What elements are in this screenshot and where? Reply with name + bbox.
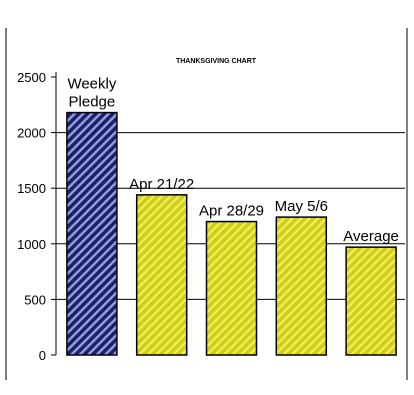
bar-average bbox=[345, 246, 397, 356]
bar-apr-21-22 bbox=[135, 194, 188, 356]
y-tick-label: 1000 bbox=[17, 237, 46, 252]
y-tick-label: 2500 bbox=[17, 70, 46, 85]
bar-label: Pledge bbox=[69, 94, 116, 111]
bar-label: Apr 28/29 bbox=[199, 203, 264, 220]
bar-may-5-6 bbox=[275, 216, 328, 356]
bar-label: Weekly bbox=[67, 76, 116, 93]
bar-label: May 5/6 bbox=[275, 198, 328, 215]
chart-title: THANKSGIVING CHART bbox=[176, 58, 257, 65]
y-axis-ticks: 0 500 1000 1500 2000 2500 bbox=[17, 70, 56, 363]
y-tick-label: 500 bbox=[24, 292, 46, 307]
bars bbox=[66, 111, 397, 356]
bar-label: Apr 21/22 bbox=[129, 176, 194, 193]
y-tick-label: 2000 bbox=[17, 126, 46, 141]
bar-weekly-pledge bbox=[66, 111, 118, 356]
bar-label: Average bbox=[343, 228, 399, 245]
y-tick-label: 0 bbox=[39, 348, 46, 363]
bar-apr-28-29 bbox=[205, 220, 258, 356]
y-tick-label: 1500 bbox=[17, 181, 46, 196]
